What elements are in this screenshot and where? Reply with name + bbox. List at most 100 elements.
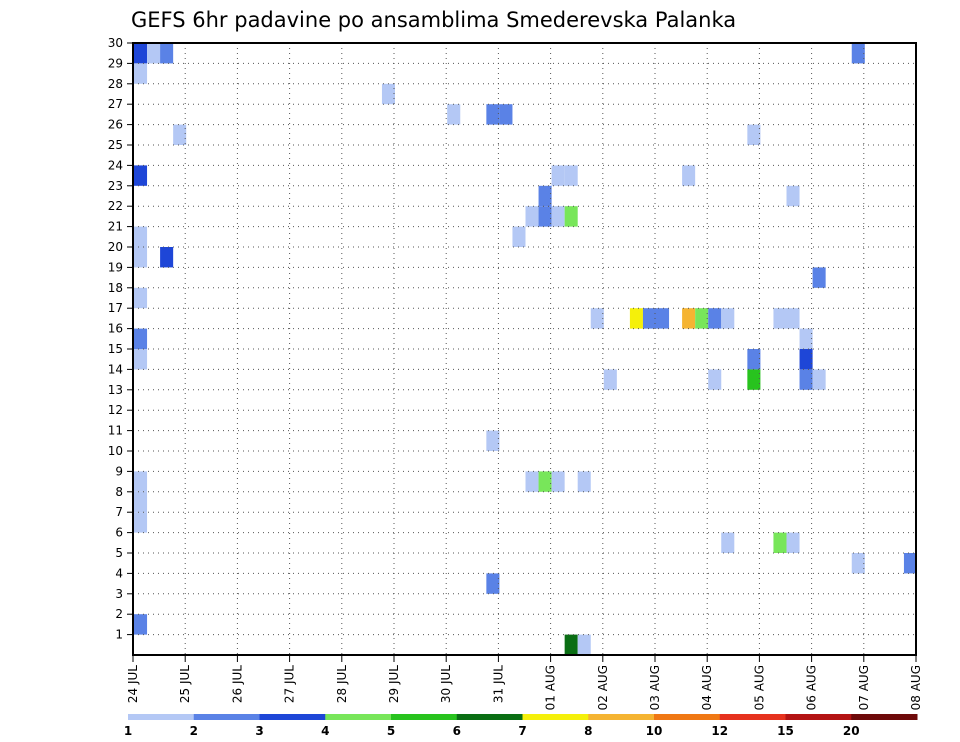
precip-cell: [381, 83, 395, 105]
x-tick-label: 28 JUL: [335, 665, 349, 703]
x-tick-label: 29 JUL: [387, 665, 401, 703]
precip-cell: [134, 491, 148, 513]
precip-cell: [695, 308, 709, 329]
y-tick-label: 22: [108, 199, 123, 213]
x-tick-label: 05 AUG: [752, 665, 766, 710]
precip-cell: [773, 308, 787, 329]
y-tick-label: 1: [115, 628, 123, 642]
y-tick-label: 26: [108, 118, 123, 132]
x-tick-label: 26 JUL: [230, 665, 244, 703]
colorbar-label: 2: [190, 724, 198, 738]
precip-cell: [812, 267, 826, 288]
precip-cell: [851, 553, 865, 574]
y-tick-label: 18: [108, 281, 123, 295]
precip-cell: [525, 471, 539, 492]
y-tick-label: 23: [108, 179, 123, 193]
precip-cell: [851, 43, 865, 64]
precip-cell: [134, 512, 148, 533]
precip-cell: [499, 104, 513, 125]
precip-cell: [799, 349, 813, 370]
precip-cell: [538, 185, 552, 207]
y-tick-label: 30: [108, 36, 123, 50]
precip-cell: [538, 471, 552, 492]
gridlines: [133, 43, 916, 655]
colorbar-swatch: [719, 714, 786, 720]
colorbar-swatch: [128, 714, 195, 720]
precip-cell: [708, 369, 722, 390]
x-tick-label: 06 AUG: [805, 665, 819, 710]
colorbar-label: 15: [777, 724, 794, 738]
y-tick-label: 3: [115, 587, 123, 601]
colorbar-swatch: [391, 714, 458, 720]
chart-title: GEFS 6hr padavine po ansamblima Smederev…: [131, 8, 736, 32]
precip-cell: [682, 308, 696, 329]
y-tick-label: 15: [108, 342, 123, 356]
precip-cell: [577, 471, 591, 492]
x-tick-label: 07 AUG: [857, 665, 871, 710]
precip-cell: [786, 185, 800, 207]
colorbar-label: 12: [711, 724, 728, 738]
colorbar-label: 7: [518, 724, 526, 738]
precip-cell: [486, 573, 500, 594]
precip-cell: [773, 532, 787, 553]
x-axis-ticks: 24 JUL 25 JUL 26 JUL 27 JUL 28 JUL 29 JUL 30 J…: [126, 655, 923, 710]
x-tick-label: 08 AUG: [909, 665, 923, 710]
y-tick-label: 8: [115, 485, 123, 499]
precip-cell: [721, 532, 735, 553]
colorbar-label: 8: [584, 724, 592, 738]
precip-cell: [134, 287, 148, 309]
y-tick-label: 20: [108, 240, 123, 254]
y-tick-label: 19: [108, 260, 123, 274]
x-tick-label: 04 AUG: [700, 665, 714, 710]
precip-cell: [525, 206, 539, 227]
y-tick-label: 17: [108, 301, 123, 315]
precip-cell: [786, 532, 800, 553]
y-tick-label: 7: [115, 505, 123, 519]
precip-cell: [134, 165, 148, 186]
precip-cell: [747, 349, 761, 370]
precip-cell: [799, 369, 813, 390]
colorbar-label: 10: [646, 724, 663, 738]
precip-cell: [551, 165, 565, 186]
precip-cell: [551, 471, 565, 492]
x-tick-label: 03 AUG: [648, 665, 662, 710]
x-tick-label: 27 JUL: [283, 665, 297, 703]
y-tick-label: 2: [115, 607, 123, 621]
precip-cell: [486, 104, 500, 125]
precip-cell: [134, 328, 148, 349]
y-tick-label: 11: [108, 424, 123, 438]
precip-cell: [721, 308, 735, 329]
y-axis-ticks: 1234567891011121314151617181920212223242…: [108, 36, 133, 642]
x-tick-label: 31 JUL: [491, 665, 505, 703]
y-tick-label: 29: [108, 56, 123, 70]
precip-cell: [786, 308, 800, 329]
y-tick-label: 5: [115, 546, 123, 560]
precip-cell: [564, 634, 578, 655]
precip-cell: [551, 206, 565, 227]
colorbar-swatch: [259, 714, 326, 720]
precip-cell: [603, 369, 617, 390]
y-tick-label: 9: [115, 464, 123, 478]
y-tick-label: 4: [115, 566, 123, 580]
precip-cell: [134, 226, 148, 247]
precip-cell: [812, 369, 826, 390]
precip-cell: [682, 165, 696, 186]
precip-cell: [577, 634, 591, 655]
x-tick-label: 25 JUL: [178, 665, 192, 703]
precip-cell: [799, 328, 813, 349]
x-tick-label: 02 AUG: [596, 665, 610, 710]
precip-cell: [708, 308, 722, 329]
colorbar-label: 6: [453, 724, 461, 738]
y-tick-label: 16: [108, 322, 123, 336]
x-tick-label: 01 AUG: [544, 665, 558, 710]
precip-cell: [134, 63, 148, 84]
precip-cell: [160, 247, 174, 268]
y-tick-label: 24: [108, 158, 123, 172]
colorbar-label: 4: [321, 724, 329, 738]
colorbar-label: 5: [387, 724, 395, 738]
precip-cell: [747, 124, 761, 145]
precip-cell: [134, 247, 148, 268]
precip-cell: [134, 471, 148, 492]
precip-cell: [564, 165, 578, 186]
colorbar-swatch: [851, 714, 918, 720]
